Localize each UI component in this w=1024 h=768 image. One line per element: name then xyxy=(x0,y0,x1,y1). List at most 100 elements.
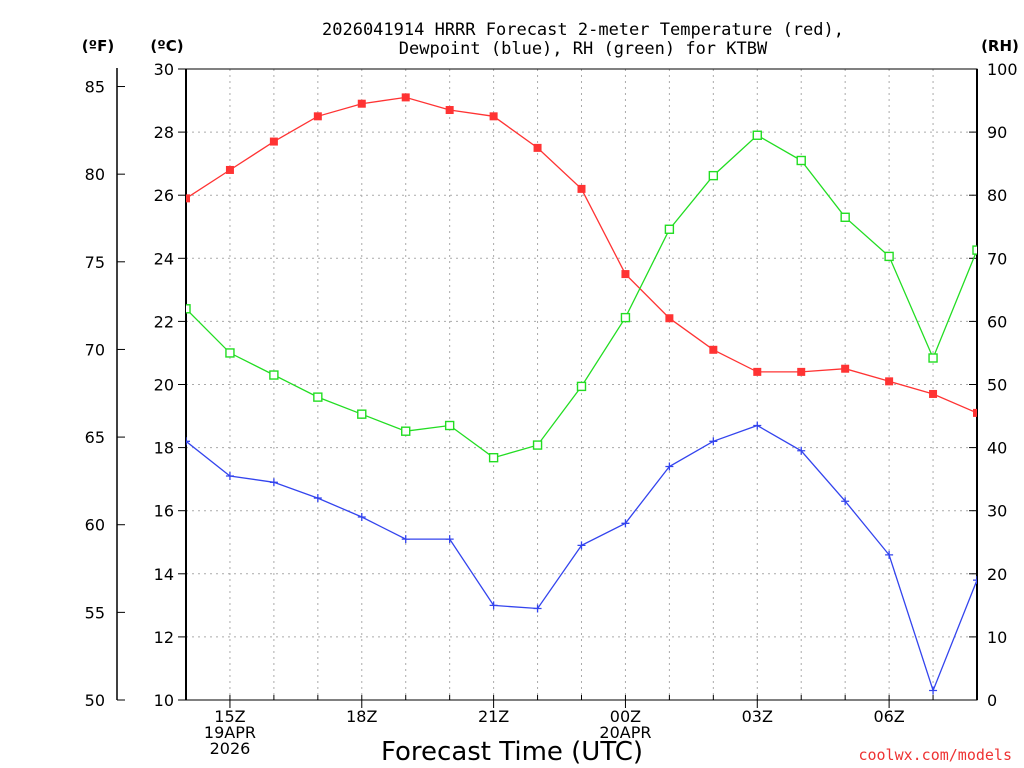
dewpoint-point xyxy=(445,535,454,544)
fahrenheit-unit-label: (ºF) xyxy=(82,37,114,55)
rh-tick-label: 20 xyxy=(987,565,1007,584)
dewpoint-point xyxy=(709,437,718,446)
dewpoint-point xyxy=(841,497,850,506)
rh-point xyxy=(186,304,191,314)
temperature-point xyxy=(357,99,366,108)
celsius-tick-label: 20 xyxy=(154,376,174,395)
temperature-point xyxy=(577,184,586,193)
dewpoint-line xyxy=(186,424,977,693)
celsius-tick-label: 26 xyxy=(154,186,174,205)
x-tick-label: 03Z xyxy=(742,707,773,726)
rh-unit-label: (RH) xyxy=(981,37,1019,55)
fahrenheit-tick-label: 65 xyxy=(85,428,105,447)
watermark: coolwx.com/models xyxy=(858,746,1012,764)
rh-point xyxy=(840,212,850,222)
rh-point xyxy=(972,245,977,255)
fahrenheit-tick-label: 60 xyxy=(85,516,105,535)
x-tick-label: 19APR xyxy=(204,723,256,742)
celsius-tick-label: 28 xyxy=(154,123,174,142)
rh-tick-label: 100 xyxy=(987,60,1018,79)
dewpoint-point xyxy=(225,471,234,480)
dewpoint-point xyxy=(665,462,674,471)
rh-point xyxy=(269,370,279,380)
x-tick-label: 18Z xyxy=(346,707,377,726)
dewpoint-point xyxy=(973,576,977,585)
fahrenheit-tick-label: 50 xyxy=(85,691,105,710)
celsius-unit-label: (ºC) xyxy=(150,37,183,55)
temperature-point xyxy=(841,364,850,373)
temperature-point xyxy=(225,165,234,174)
dewpoint-point xyxy=(313,494,322,503)
x-axis-label: Forecast Time (UTC) xyxy=(381,737,643,767)
rh-tick-label: 60 xyxy=(987,312,1007,331)
rh-point xyxy=(796,155,806,166)
rh-point xyxy=(357,409,367,419)
temperature-point xyxy=(489,112,498,121)
celsius-tick-label: 12 xyxy=(154,628,174,647)
temperature-point xyxy=(533,143,542,152)
rh-point xyxy=(532,440,543,450)
dewpoint-point xyxy=(577,541,586,550)
temperature-point xyxy=(753,367,762,376)
dewpoint-point xyxy=(929,686,938,695)
celsius-tick-label: 22 xyxy=(154,312,174,331)
fahrenheit-tick-label: 80 xyxy=(85,165,105,184)
fahrenheit-tick-label: 75 xyxy=(85,253,105,272)
rh-tick-label: 50 xyxy=(987,376,1007,395)
rh-point xyxy=(576,381,587,392)
dewpoint-point xyxy=(753,421,762,430)
dewpoint-point xyxy=(533,604,542,613)
rh-line xyxy=(186,134,977,459)
temperature-point xyxy=(665,314,674,323)
rh-point xyxy=(313,392,323,402)
x-tick-label: 15Z xyxy=(214,707,245,726)
axes: 10 12 14 16 18 20 22 24 26 28 30 50 55 60 65 70 75 80 85 0 1… xyxy=(85,60,1018,758)
dewpoint-point xyxy=(621,519,630,528)
rh-tick-label: 40 xyxy=(987,439,1007,458)
rh-point xyxy=(928,353,938,363)
dewpoint-point xyxy=(1017,475,1024,483)
dewpoint-point xyxy=(885,550,894,559)
dewpoint-point xyxy=(401,535,410,544)
chart-title-line1: 2026041914 HRRR Forecast 2-meter Tempera… xyxy=(322,20,844,40)
dewpoint-point xyxy=(357,513,366,522)
temperature-point xyxy=(885,377,894,386)
chart-title-line2: Dewpoint (blue), RH (green) for KTBW xyxy=(399,39,768,59)
dewpoint-point xyxy=(186,437,190,446)
fahrenheit-tick-label: 55 xyxy=(85,603,105,622)
rh-point xyxy=(708,170,719,181)
celsius-tick-label: 10 xyxy=(154,691,174,710)
temperature-point xyxy=(401,93,410,102)
rh-point xyxy=(664,224,675,234)
rh-tick-label: 0 xyxy=(987,691,997,710)
rh-tick-label: 10 xyxy=(987,628,1007,647)
temperature-point xyxy=(621,270,630,279)
temperature-line xyxy=(186,96,977,414)
rh-point xyxy=(401,426,411,436)
celsius-tick-label: 24 xyxy=(154,249,174,268)
dewpoint-point xyxy=(269,478,278,487)
fahrenheit-tick-label: 70 xyxy=(85,340,105,359)
temperature-point xyxy=(1017,431,1024,439)
temperature-point xyxy=(709,345,718,354)
data-series xyxy=(186,93,1024,695)
x-tick-label: 06Z xyxy=(873,707,904,726)
rh-point xyxy=(884,251,894,262)
rh-point xyxy=(444,420,455,431)
rh-tick-label: 80 xyxy=(987,186,1007,205)
rh-tick-label: 90 xyxy=(987,123,1007,142)
temperature-point xyxy=(313,112,322,121)
rh-point xyxy=(1017,179,1024,187)
temperature-point xyxy=(797,367,806,376)
temperature-point xyxy=(269,137,278,146)
rh-point xyxy=(752,130,762,140)
x-tick-label: 00Z xyxy=(610,707,641,726)
temperature-point xyxy=(929,389,938,398)
temperature-point xyxy=(445,106,454,115)
rh-point xyxy=(620,312,631,323)
x-tick-label: 2026 xyxy=(210,739,251,758)
temperature-point xyxy=(186,194,190,203)
x-tick-label: 21Z xyxy=(478,707,509,726)
celsius-tick-label: 18 xyxy=(154,439,174,458)
